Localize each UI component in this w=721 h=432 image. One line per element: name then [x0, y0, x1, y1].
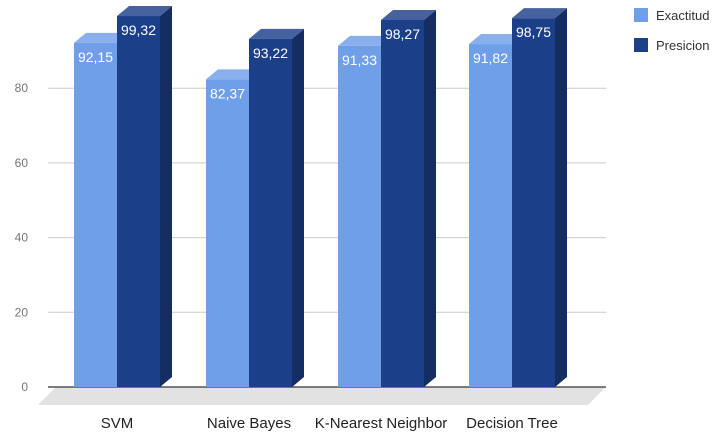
y-tick-label: 20: [15, 305, 29, 319]
bar-top: [249, 28, 304, 39]
data-label: 91,33: [342, 52, 377, 68]
bar-front: [512, 18, 555, 387]
bar: [512, 8, 567, 387]
y-axis-ticks: 0 20 40 60 80: [15, 81, 29, 394]
bar-front: [117, 16, 160, 388]
bar-front: [469, 44, 512, 387]
floor: [38, 387, 606, 405]
x-category-label: SVM: [101, 415, 134, 432]
bar-front: [74, 42, 117, 387]
y-tick-label: 0: [21, 380, 28, 394]
bar-top: [117, 6, 172, 17]
bar: [117, 6, 172, 388]
bars: [74, 6, 567, 388]
data-label: 92,15: [78, 49, 113, 65]
bar-side: [292, 28, 304, 387]
bar: [249, 28, 304, 387]
data-label: 93,22: [253, 45, 288, 61]
bar: [381, 9, 436, 388]
data-label: 82,37: [210, 85, 245, 101]
legend: Exactitud Presicion: [634, 8, 709, 53]
y-tick-label: 80: [15, 81, 29, 95]
bar-top: [206, 69, 261, 80]
bar-front: [249, 38, 292, 387]
chart-floor: [38, 387, 606, 405]
bar-side: [424, 9, 436, 388]
x-category-label: Naive Bayes: [207, 415, 291, 432]
y-tick-label: 40: [15, 231, 29, 245]
bar-top: [381, 9, 436, 20]
x-category-label: K-Nearest Neighbor: [315, 415, 448, 432]
legend-label: Exactitud: [656, 8, 709, 23]
data-labels: 92,15 99,32 82,37 93,22 91,33 98,27 91,82 98,75: [78, 22, 551, 101]
bar-front: [206, 79, 249, 387]
legend-item: Presicion: [634, 38, 709, 53]
x-category-label: Decision Tree: [466, 415, 558, 432]
x-axis-labels: SVM Naive Bayes K-Nearest Neighbor Decision…: [101, 415, 558, 432]
bar-top: [338, 35, 393, 46]
bar-top: [469, 34, 524, 45]
legend-swatch: [634, 38, 648, 52]
bar-side: [555, 8, 567, 387]
legend-item: Exactitud: [634, 8, 709, 23]
bar-front: [338, 45, 381, 388]
bar-side: [160, 6, 172, 388]
legend-swatch: [634, 8, 648, 22]
data-label: 99,32: [121, 22, 156, 38]
y-tick-label: 60: [15, 156, 29, 170]
legend-label: Presicion: [656, 38, 709, 53]
bar-top: [74, 32, 129, 43]
bar-top: [512, 8, 567, 19]
data-label: 98,27: [385, 26, 420, 42]
data-label: 98,75: [516, 24, 551, 40]
bar-front: [381, 19, 424, 388]
data-label: 91,82: [473, 50, 508, 66]
